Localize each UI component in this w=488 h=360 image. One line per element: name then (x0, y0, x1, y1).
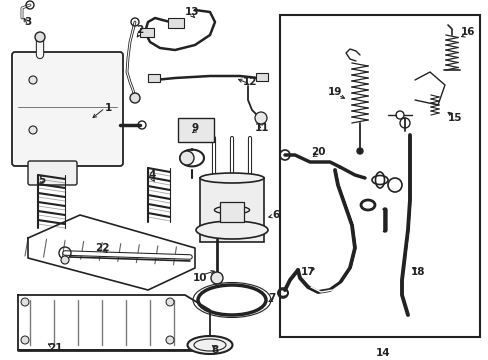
Text: 7: 7 (268, 293, 275, 303)
Bar (148, 74, 160, 82)
Text: 1: 1 (104, 103, 111, 113)
Bar (140, 28, 154, 37)
Text: 12: 12 (242, 77, 257, 87)
Text: 22: 22 (95, 243, 109, 253)
Bar (200, 178, 264, 242)
Text: 8: 8 (211, 345, 218, 355)
Text: 10: 10 (192, 273, 207, 283)
Bar (178, 118, 214, 142)
Circle shape (21, 298, 29, 306)
Ellipse shape (200, 173, 264, 183)
Circle shape (165, 298, 174, 306)
Circle shape (29, 76, 37, 84)
Circle shape (254, 112, 266, 124)
Bar (280, 15, 479, 337)
Text: 16: 16 (460, 27, 474, 37)
Bar (220, 202, 244, 222)
Text: 20: 20 (310, 147, 325, 157)
Text: 5: 5 (38, 175, 45, 185)
Text: 9: 9 (191, 123, 198, 133)
Ellipse shape (196, 221, 267, 239)
FancyBboxPatch shape (12, 52, 123, 166)
Circle shape (180, 151, 194, 165)
Text: 13: 13 (184, 7, 199, 17)
Text: 19: 19 (327, 87, 342, 97)
Text: 6: 6 (272, 210, 279, 220)
Text: 11: 11 (254, 123, 269, 133)
Circle shape (21, 336, 29, 344)
Circle shape (210, 272, 223, 284)
Text: 4: 4 (148, 170, 155, 180)
Text: 14: 14 (375, 348, 389, 358)
Text: 2: 2 (136, 25, 143, 35)
Text: 21: 21 (48, 343, 62, 353)
Text: 17: 17 (300, 267, 315, 277)
Circle shape (29, 126, 37, 134)
Bar (168, 18, 183, 28)
Circle shape (35, 32, 45, 42)
FancyBboxPatch shape (28, 161, 77, 185)
Text: 3: 3 (24, 17, 32, 27)
Bar (256, 73, 267, 81)
Circle shape (130, 93, 140, 103)
Text: 18: 18 (410, 267, 425, 277)
Circle shape (61, 256, 69, 264)
Ellipse shape (187, 336, 232, 354)
Text: 15: 15 (447, 113, 461, 123)
Circle shape (356, 148, 362, 154)
Circle shape (165, 336, 174, 344)
